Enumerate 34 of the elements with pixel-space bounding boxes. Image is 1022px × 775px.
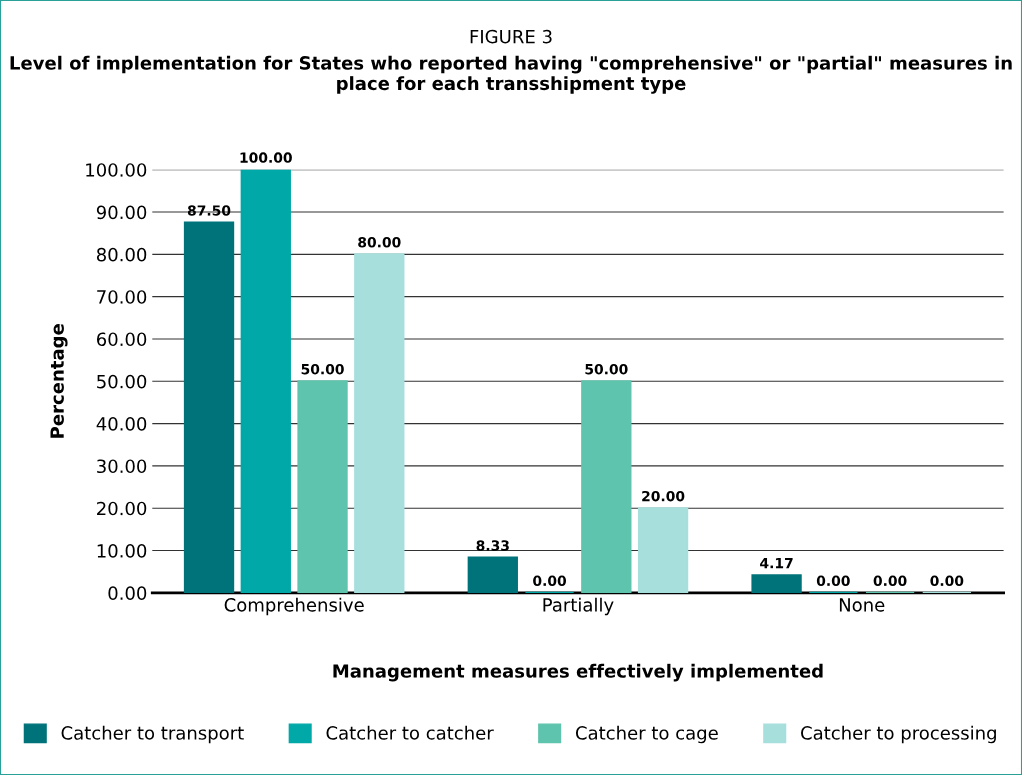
x-axis-title: Management measures effectively implemented bbox=[333, 663, 823, 682]
data-label: 80.00 bbox=[358, 236, 401, 248]
data-label: 0.00 bbox=[816, 575, 850, 587]
legend-label: Catcher to catcher bbox=[326, 725, 494, 740]
x-tick-label: Partially bbox=[543, 597, 614, 616]
y-tick-label: 40.00 bbox=[96, 417, 147, 431]
y-tick-label: 0.00 bbox=[108, 586, 147, 600]
data-label: 8.33 bbox=[476, 540, 509, 551]
data-label: 0.00 bbox=[873, 575, 907, 587]
data-label: 100.00 bbox=[240, 152, 292, 163]
y-tick-label: 20.00 bbox=[97, 501, 147, 516]
y-tick-label: 30.00 bbox=[97, 459, 147, 474]
chart-subtitle: Level of implementation for States who reported having "comprehensive" or "partial" measures in place for each transshipment type bbox=[10, 55, 1012, 94]
chart-title: FIGURE 3 bbox=[470, 29, 552, 44]
y-tick-label: 10.00 bbox=[97, 544, 147, 558]
legend-label: Catcher to transport bbox=[61, 725, 244, 744]
legend-label: Catcher to processing bbox=[801, 725, 996, 744]
data-label: 0.00 bbox=[930, 575, 964, 587]
data-label: 87.50 bbox=[187, 205, 231, 216]
y-tick-label: 90.00 bbox=[96, 205, 147, 220]
y-tick-label: 70.00 bbox=[97, 290, 147, 304]
legend-label: Catcher to cage bbox=[575, 725, 718, 744]
y-tick-label: 60.00 bbox=[96, 332, 147, 347]
data-label: 50.00 bbox=[301, 363, 344, 375]
y-tick-label: 100.00 bbox=[86, 163, 147, 177]
x-tick-label: None bbox=[839, 598, 885, 612]
data-label: 0.00 bbox=[533, 575, 567, 587]
x-tick-label: Comprehensive bbox=[224, 597, 364, 616]
y-tick-label: 50.00 bbox=[97, 374, 147, 389]
data-label: 50.00 bbox=[585, 363, 628, 375]
y-axis-title: Percentage bbox=[50, 324, 68, 438]
data-label: 4.17 bbox=[760, 558, 793, 569]
y-tick-label: 80.00 bbox=[96, 247, 147, 262]
data-label: 20.00 bbox=[642, 490, 685, 502]
